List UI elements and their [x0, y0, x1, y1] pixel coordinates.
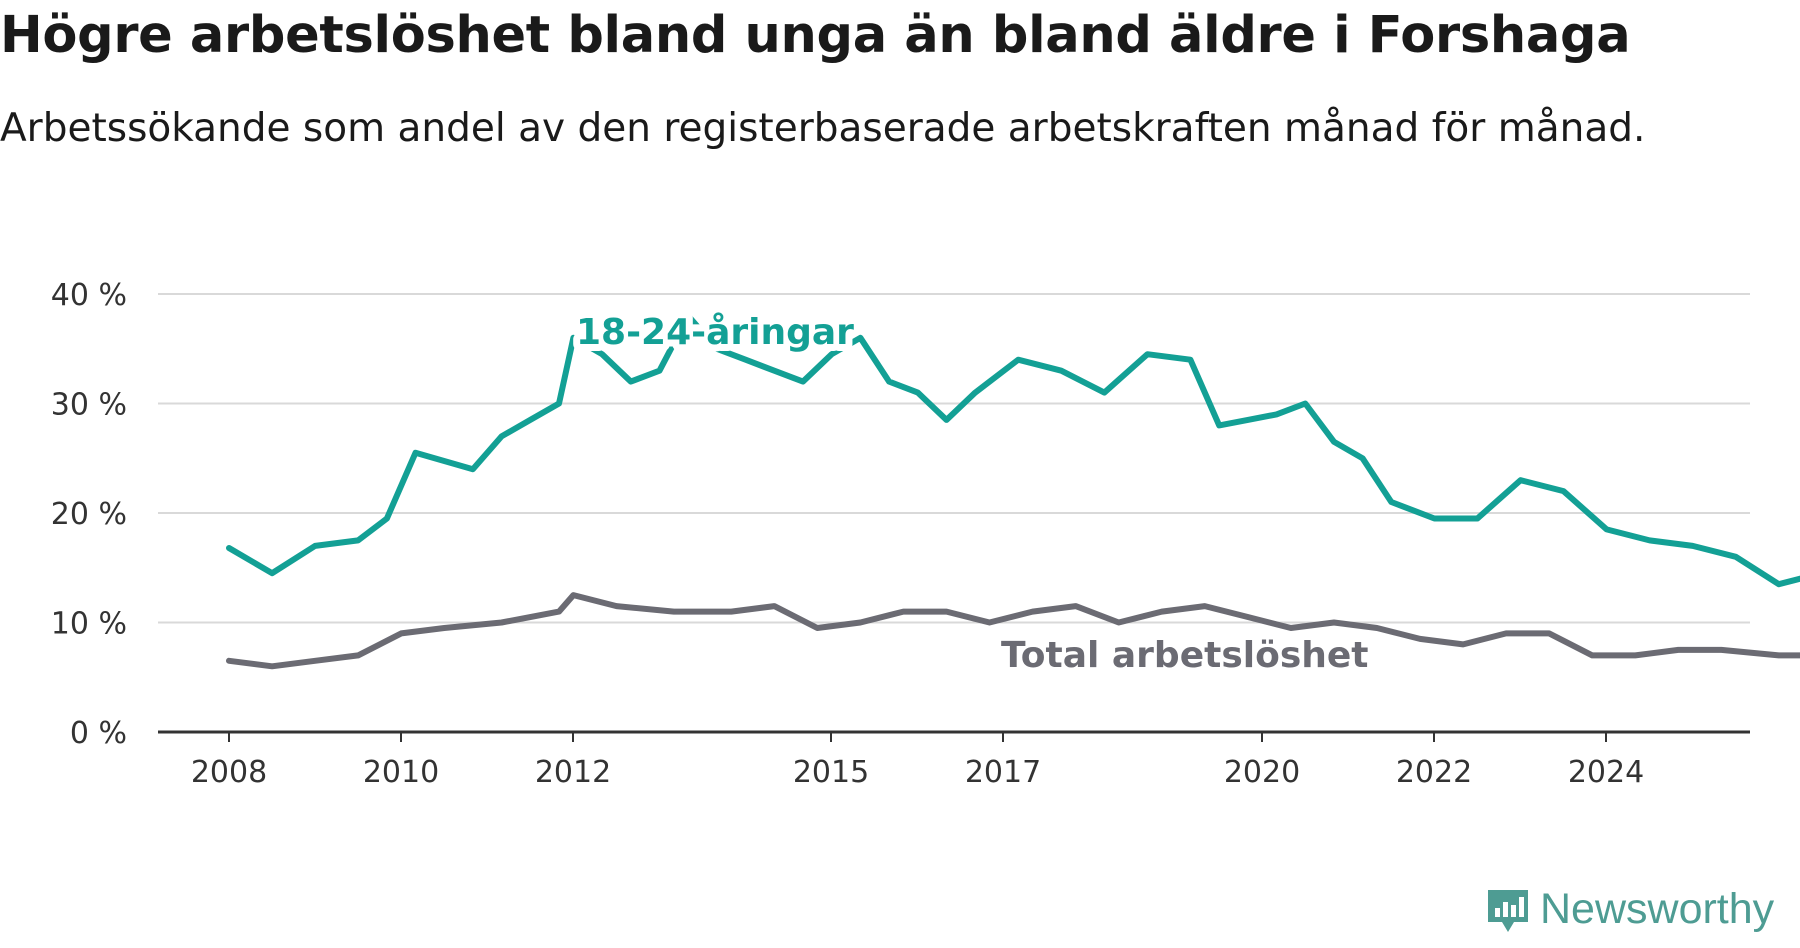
newsworthy-logo-icon	[1484, 886, 1532, 934]
chart-title: Högre arbetslöshet bland unga än bland ä…	[0, 6, 1631, 65]
x-tick-label: 2024	[1568, 755, 1644, 790]
series-label-youth-halo: 18-24-åringar	[576, 312, 854, 353]
x-tick-label: 2010	[363, 755, 439, 790]
x-tick-label: 2017	[965, 755, 1041, 790]
y-tick-label: 10 %	[51, 607, 127, 642]
x-tick-label: 2015	[793, 755, 869, 790]
series-label-youth: 18-24-åringar	[576, 312, 854, 353]
y-tick-label: 40 %	[51, 278, 127, 313]
newsworthy-logo: Newsworthy	[1484, 885, 1774, 934]
x-axis: 2008 2010 2012 2015 2017 2020 2022 2024	[158, 730, 1750, 790]
brand-name: Newsworthy	[1540, 885, 1775, 933]
y-tick-label: 30 %	[51, 388, 127, 423]
series-line-youth	[226, 312, 1800, 588]
line-chart: 0 % 10 % 20 % 30 % 40 % 2008 2010 2012 2015 2017…	[51, 278, 1800, 790]
x-tick-label: 2008	[191, 755, 267, 790]
x-tick-label: 2020	[1224, 755, 1300, 790]
x-tick-label: 2012	[535, 755, 611, 790]
series-lines	[226, 312, 1800, 670]
y-tick-label: 0 %	[70, 716, 127, 751]
y-tick-label: 20 %	[51, 497, 127, 532]
series-labels: 11,8 %6,4 %18-24-åringar18-24-åringarTot…	[569, 305, 1376, 683]
grid-lines: 0 % 10 % 20 % 30 % 40 %	[51, 278, 1750, 751]
series-label-total-halo: Total arbetslöshet	[1001, 635, 1369, 676]
series-label-total: Total arbetslöshet	[1001, 635, 1369, 676]
series-line-total	[226, 592, 1800, 670]
x-tick-label: 2022	[1396, 755, 1472, 790]
chart-subtitle: Arbetssökande som andel av den registerb…	[0, 106, 1646, 151]
